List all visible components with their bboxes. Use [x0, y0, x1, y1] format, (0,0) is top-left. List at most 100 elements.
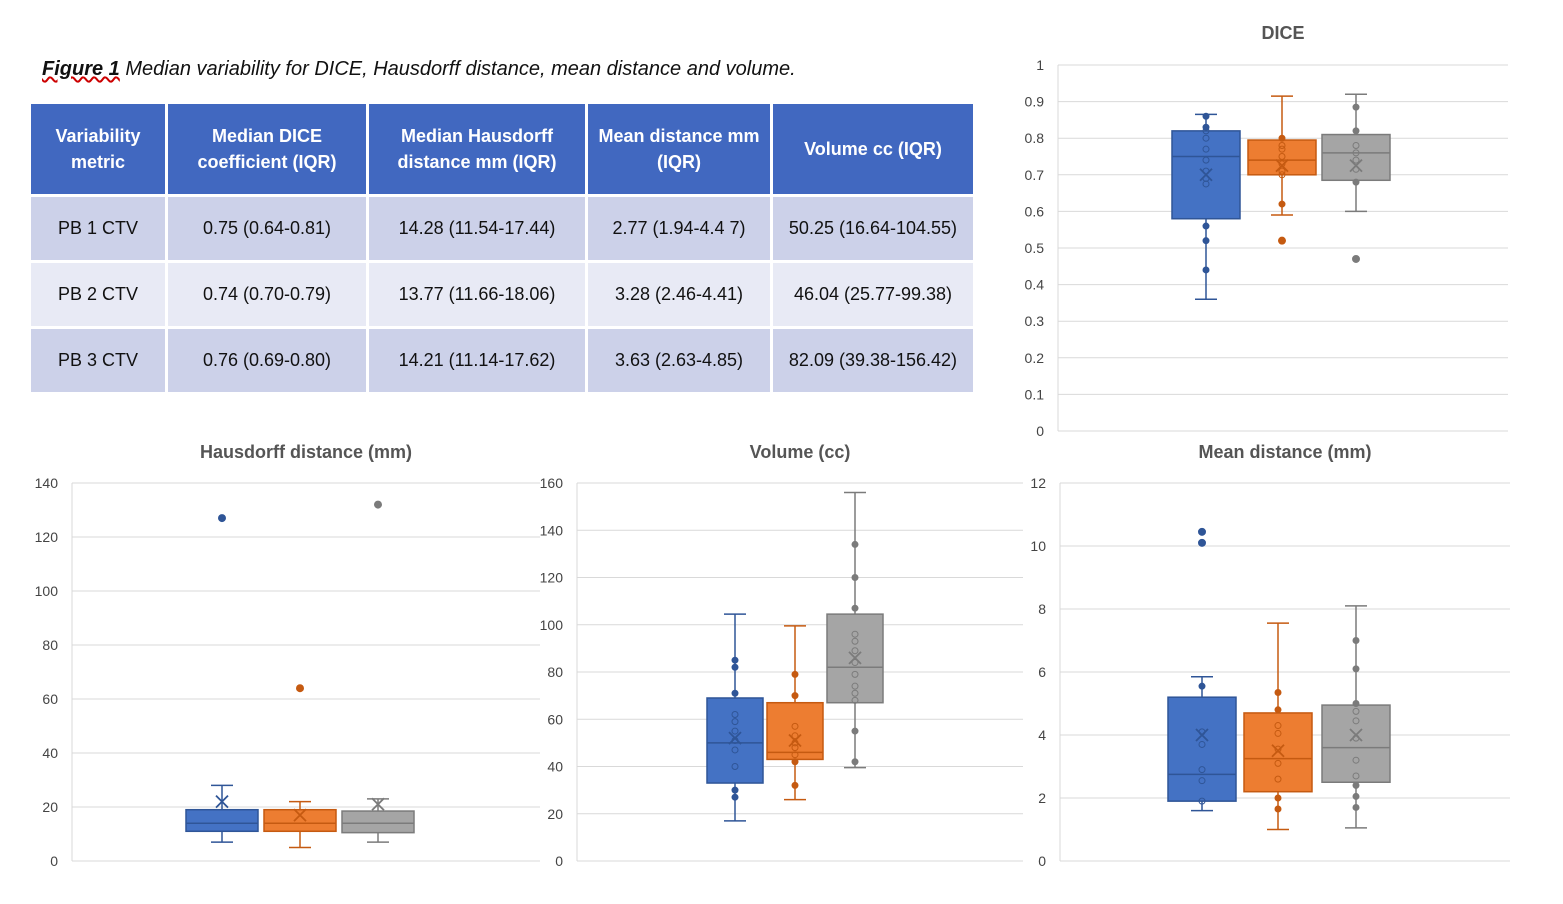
data-point: [1278, 145, 1286, 153]
mean-marker: [1195, 728, 1209, 742]
box-series-2: [1243, 622, 1313, 831]
mean-marker: [1349, 728, 1363, 742]
figure-label: Figure 1: [42, 58, 120, 80]
data-point: [791, 744, 799, 752]
box-series-3: [1321, 605, 1391, 829]
data-point: [731, 746, 739, 754]
data-point: [1274, 805, 1282, 813]
chart-title: Mean distance (mm): [1198, 442, 1371, 462]
header-cell: Variability metric: [31, 104, 165, 194]
y-tick-label: 0.8: [1025, 130, 1045, 146]
y-tick-label: 100: [35, 583, 59, 599]
chart-title: Volume (cc): [750, 442, 851, 462]
box-series-1: [1171, 112, 1241, 300]
table-header-row: Variability metric Median DICE coefficie…: [31, 104, 973, 194]
data-point: [1198, 766, 1206, 774]
y-tick-label: 0.9: [1025, 94, 1045, 110]
data-point: [1352, 142, 1360, 150]
data-point: [851, 682, 859, 690]
data-point: [1278, 171, 1286, 179]
y-tick-label: 60: [42, 691, 58, 707]
data-point: [1198, 682, 1206, 690]
data-point: [1274, 722, 1282, 730]
iqr-box: [706, 697, 764, 784]
box-series-3: [826, 491, 884, 769]
data-point: [731, 763, 739, 770]
data-point: [1278, 200, 1286, 208]
table-cell: 46.04 (25.77-99.38): [773, 263, 973, 326]
outlier-point: [374, 500, 382, 509]
data-point: [791, 670, 799, 678]
y-tick-label: 0: [50, 853, 58, 869]
figure-caption-text: Median variability for DICE, Hausdorff d…: [119, 58, 796, 80]
chart-title: Hausdorff distance (mm): [200, 442, 412, 462]
data-point: [1278, 142, 1286, 150]
data-point: [1352, 781, 1360, 789]
data-point: [731, 656, 739, 664]
y-tick-label: 20: [547, 806, 563, 822]
data-point: [731, 718, 739, 726]
data-point: [1274, 759, 1282, 767]
mean-distance-box-chart: Mean distance (mm) 0 2 4 6 8 10 12: [1030, 442, 1510, 869]
y-tick-label: 140: [35, 475, 59, 491]
y-tick-label: 80: [547, 664, 563, 680]
data-point: [1198, 740, 1206, 748]
y-tick-label: 0: [555, 853, 563, 869]
table-cell: PB 2 CTV: [31, 263, 165, 326]
data-point: [791, 732, 799, 740]
table-cell: 14.21 (11.14-17.62): [369, 329, 585, 392]
iqr-box: [1167, 696, 1237, 802]
data-point: [851, 637, 859, 645]
data-point: [851, 670, 859, 678]
iqr-box: [1247, 139, 1317, 176]
header-cell: Volume cc (IQR): [773, 104, 973, 194]
y-tick-label: 80: [42, 637, 58, 653]
data-point: [851, 630, 859, 638]
data-point: [1198, 777, 1206, 785]
data-point: [731, 711, 739, 719]
mean-marker: [848, 651, 862, 665]
y-tick-label: 20: [42, 799, 58, 815]
table-cell: 0.75 (0.64-0.81): [168, 197, 366, 260]
hausdorff-box-chart: Hausdorff distance (mm) 0 20 40 60 80 100 120 14…: [35, 442, 540, 869]
data-point: [1278, 167, 1286, 175]
data-point: [851, 540, 859, 548]
data-point: [1352, 700, 1360, 707]
y-tick-label: 8: [1038, 601, 1046, 617]
outlier-point: [1198, 538, 1206, 547]
data-point: [1352, 178, 1360, 186]
data-point: [851, 727, 859, 735]
data-point: [1274, 688, 1282, 696]
dice-box-chart: DICE 0 0.1 0.2 0.3 0.4 0.5 0.6 0.7 0.8 0.9 1: [1025, 23, 1508, 439]
data-point: [1352, 127, 1360, 135]
y-tick-label: 0.6: [1025, 203, 1045, 219]
y-tick-label: 10: [1030, 538, 1046, 554]
mean-marker: [215, 794, 229, 809]
volume-box-chart: Volume (cc) 0 20 40 60 80 100 120 140 160: [540, 442, 1023, 869]
y-tick-label: 120: [35, 529, 59, 545]
stats-table: Variability metric Median DICE coefficie…: [28, 101, 976, 395]
y-tick-label: 160: [540, 475, 564, 491]
data-point: [1352, 156, 1360, 164]
mean-marker: [728, 731, 742, 745]
table-cell: 82.09 (39.38-156.42): [773, 329, 973, 392]
header-cell: Median Hausdorff distance mm (IQR): [369, 104, 585, 194]
data-point: [1202, 180, 1210, 188]
data-point: [1352, 772, 1360, 780]
y-tick-label: 4: [1038, 727, 1046, 743]
data-point: [1352, 756, 1360, 764]
data-point: [1202, 134, 1210, 142]
outlier-point: [296, 684, 304, 693]
y-tick-label: 0.1: [1025, 386, 1045, 402]
y-tick-label: 0.2: [1025, 350, 1045, 366]
data-point: [731, 786, 739, 794]
box-series-2: [1247, 95, 1317, 245]
data-point: [1202, 222, 1210, 230]
box-series-3: [1321, 93, 1391, 263]
data-point: [1274, 706, 1282, 714]
mean-marker: [1275, 159, 1289, 173]
header-cell: Median DICE coefficient (IQR): [168, 104, 366, 194]
data-point: [791, 751, 799, 759]
data-point: [1202, 145, 1210, 153]
data-point: [1352, 803, 1360, 811]
